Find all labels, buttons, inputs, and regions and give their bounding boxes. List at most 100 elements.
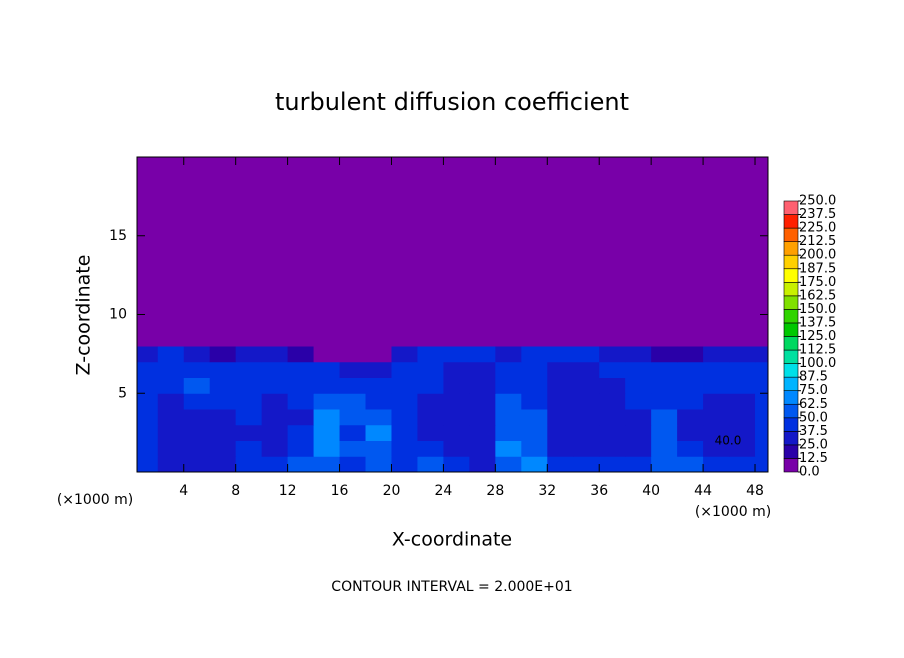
y-tick-label: 10	[109, 307, 127, 323]
x-axis-label: X-coordinate	[392, 529, 512, 551]
field-cell	[573, 456, 600, 472]
field-cell	[365, 330, 392, 347]
x-tick-label: 12	[279, 483, 297, 499]
field-cell	[157, 346, 185, 363]
colorbar-segment	[783, 214, 799, 229]
field-cell	[313, 361, 341, 378]
field-cell	[547, 346, 574, 363]
field-cell	[183, 346, 211, 363]
field-cell	[443, 377, 470, 394]
colorbar-label: 37.5	[799, 424, 828, 439]
colorbar-label: 137.5	[799, 315, 836, 330]
field-cell	[469, 440, 496, 457]
colorbar-label: 150.0	[799, 302, 836, 317]
field-cell	[521, 440, 548, 457]
x-tick-label: 48	[746, 483, 764, 499]
field-cell	[183, 157, 211, 331]
field-cell	[651, 330, 678, 347]
field-cell	[755, 377, 768, 394]
field-cell	[625, 157, 652, 331]
colorbar-segment	[783, 322, 799, 337]
field-cell	[339, 409, 367, 426]
field-cell	[417, 157, 444, 331]
field-cell	[261, 377, 289, 394]
field-cell	[313, 409, 341, 426]
field-cell	[703, 440, 730, 457]
field-cell	[573, 393, 600, 410]
field-cell	[677, 409, 704, 426]
field-cell	[183, 409, 211, 426]
field-cell	[443, 456, 470, 472]
field-cell	[391, 456, 418, 472]
field-cell	[443, 361, 470, 378]
field-cell	[157, 393, 185, 410]
field-cell	[313, 157, 341, 331]
field-cell	[703, 330, 730, 347]
field-cell	[729, 456, 756, 472]
field-cell	[417, 440, 444, 457]
field-cell	[443, 330, 470, 347]
colorbar-segment	[783, 444, 799, 459]
field-cell	[137, 456, 159, 472]
field-cell	[313, 377, 341, 394]
field-cell	[625, 393, 652, 410]
field-cell	[703, 361, 730, 378]
field-cell	[573, 157, 600, 331]
y-tick-label: 5	[118, 385, 127, 401]
field-cell	[391, 361, 418, 378]
footer-note: CONTOUR INTERVAL = 2.000E+01	[331, 579, 572, 595]
field-cell	[137, 157, 159, 331]
field-cell	[677, 440, 704, 457]
x-tick-label: 28	[486, 483, 504, 499]
field-cell	[157, 361, 185, 378]
field-cell	[209, 157, 237, 331]
field-cell	[339, 424, 367, 441]
field-cell	[209, 377, 237, 394]
field-cell	[599, 361, 626, 378]
field-cell	[443, 440, 470, 457]
field-cell	[495, 440, 522, 457]
field-cell	[183, 377, 211, 394]
field-cell	[677, 346, 704, 363]
field-cell	[755, 361, 768, 378]
field-cell	[703, 424, 730, 441]
colorbar-label: 62.5	[799, 397, 828, 412]
field-cell	[183, 361, 211, 378]
field-cell	[417, 346, 444, 363]
field-cell	[365, 456, 392, 472]
field-cell	[703, 157, 730, 331]
field-cell	[755, 440, 768, 457]
field-cell	[157, 424, 185, 441]
x-tick-label: 32	[538, 483, 556, 499]
field-cell	[287, 440, 315, 457]
field-cell	[729, 440, 756, 457]
field-cell	[573, 346, 600, 363]
field-cell	[417, 377, 444, 394]
field-cell	[625, 377, 652, 394]
field-cell	[599, 157, 626, 331]
field-cell	[521, 330, 548, 347]
field-cell	[495, 361, 522, 378]
field-cell	[573, 377, 600, 394]
colorbar-label: 200.0	[799, 248, 836, 263]
field-cell	[547, 377, 574, 394]
field-cell	[625, 440, 652, 457]
field-cell	[209, 393, 237, 410]
colorbar-label: 87.5	[799, 370, 828, 385]
field-cell	[365, 393, 392, 410]
colorbar-segment	[783, 200, 799, 215]
field-cell	[521, 393, 548, 410]
field-cell	[729, 346, 756, 363]
field-cell	[391, 157, 418, 331]
field-cell	[365, 377, 392, 394]
colorbar-label: 162.5	[799, 288, 836, 303]
field-cell	[599, 456, 626, 472]
field-cell	[157, 440, 185, 457]
field-cell	[729, 409, 756, 426]
colorbar-segment	[783, 417, 799, 432]
field-cell	[365, 409, 392, 426]
field-cell	[137, 346, 159, 363]
field-cell	[495, 377, 522, 394]
field-cell	[137, 409, 159, 426]
colorbar-segment	[783, 336, 799, 351]
